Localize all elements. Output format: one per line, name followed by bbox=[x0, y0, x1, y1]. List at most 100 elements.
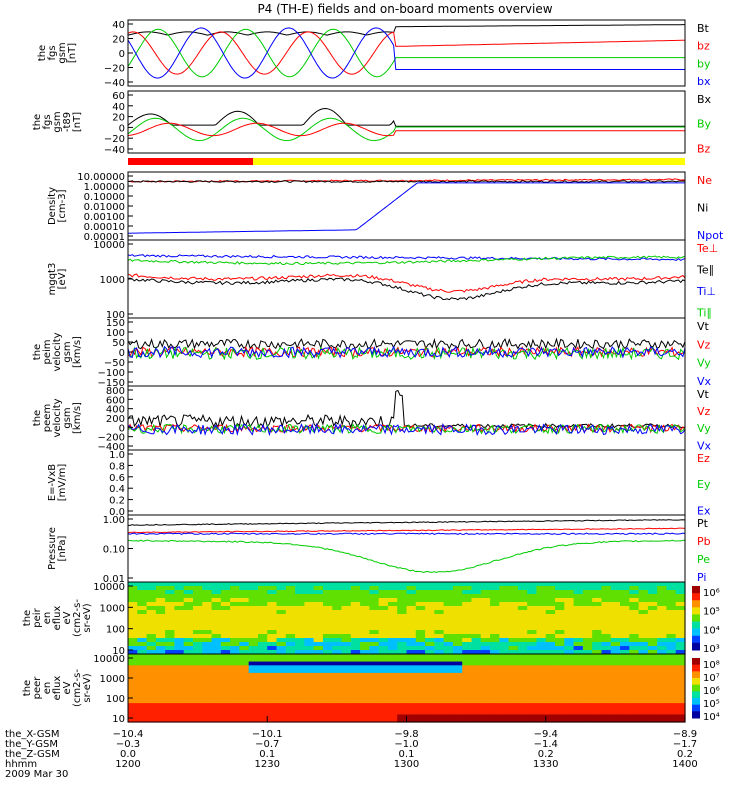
spectrogram-cell bbox=[480, 598, 491, 603]
spectrogram-cell bbox=[322, 661, 333, 666]
spectrogram-cell bbox=[490, 590, 500, 595]
spectrogram-cell bbox=[434, 714, 445, 719]
spectrogram-cell bbox=[582, 718, 593, 723]
spectrogram-cell bbox=[536, 699, 547, 704]
spectrogram-cell bbox=[313, 606, 324, 611]
spectrogram-cell bbox=[592, 586, 603, 591]
spectrogram-cell bbox=[285, 718, 296, 723]
spectrogram-cell bbox=[248, 626, 259, 631]
spectrogram-cell bbox=[285, 630, 296, 635]
legend-entry: Ti⊥ bbox=[696, 285, 716, 298]
legend-entry: bx bbox=[697, 75, 711, 88]
spectrogram-cell bbox=[137, 661, 148, 666]
spectrogram-cell bbox=[174, 614, 185, 619]
spectrogram-cell bbox=[295, 676, 305, 682]
spectrogram-cell bbox=[471, 714, 482, 719]
spectrogram-cell bbox=[499, 691, 510, 697]
spectrogram-cell bbox=[406, 718, 417, 723]
y-label-line: [km/s] bbox=[72, 336, 83, 368]
spectrogram-cell bbox=[350, 710, 361, 716]
spectrogram-cell bbox=[267, 650, 278, 655]
spectrogram-cell bbox=[360, 676, 370, 682]
spectrogram-cell bbox=[128, 676, 138, 682]
spectrogram-cell bbox=[267, 699, 278, 704]
spectrogram-cell bbox=[610, 602, 621, 607]
spectrogram-cell bbox=[452, 610, 463, 615]
spectrogram-cell bbox=[369, 714, 380, 719]
spectrogram-cell bbox=[248, 594, 259, 599]
spectrogram-cell bbox=[480, 582, 491, 587]
spectrogram-cell bbox=[545, 590, 556, 595]
spectrogram-cell bbox=[508, 672, 519, 678]
spectrogram-cell bbox=[276, 598, 287, 603]
spectrogram-cell bbox=[499, 703, 510, 708]
spectrogram-cell bbox=[508, 650, 519, 655]
spectrogram-cell bbox=[239, 710, 250, 716]
spectrogram-cell bbox=[183, 650, 194, 655]
y-tick-label: 0.10000 bbox=[84, 192, 125, 203]
spectrogram-cell bbox=[638, 606, 649, 611]
y-label-line: [km/s] bbox=[72, 402, 83, 434]
spectrogram-cell bbox=[480, 654, 491, 659]
spectrogram-cell bbox=[443, 606, 454, 611]
spectrogram-cell bbox=[536, 606, 547, 611]
spectrogram-cell bbox=[415, 665, 426, 670]
spectrogram-cell bbox=[527, 710, 538, 716]
spectrogram-cell bbox=[545, 684, 556, 689]
spectrogram-cell bbox=[295, 626, 305, 631]
spectrogram-cell bbox=[146, 710, 157, 716]
spectrogram-cell bbox=[304, 638, 315, 643]
spectrogram-cell bbox=[202, 650, 213, 655]
spectrogram-cell bbox=[527, 699, 538, 704]
y-tick-label: 10 bbox=[112, 646, 125, 657]
spectrogram-cell bbox=[248, 614, 259, 619]
spectrogram-cell bbox=[360, 654, 370, 659]
spectrogram-cell bbox=[285, 590, 296, 595]
spectrogram-cell bbox=[211, 691, 222, 697]
spectrogram-cell bbox=[369, 586, 380, 591]
spectrogram-cell bbox=[406, 650, 417, 655]
spectrogram-cell bbox=[638, 672, 649, 678]
spectrogram-cell bbox=[192, 614, 203, 619]
spectrogram-cell bbox=[620, 691, 630, 697]
spectrogram-cell bbox=[369, 665, 380, 670]
spectrogram-cell bbox=[248, 688, 259, 693]
spectrogram-cell bbox=[601, 614, 612, 619]
spectrogram-cell bbox=[183, 634, 194, 639]
spectrogram-cell bbox=[332, 657, 343, 663]
spectrogram-cell bbox=[322, 680, 333, 685]
y-tick-label: −50 bbox=[104, 358, 125, 369]
spectrogram-cell bbox=[341, 661, 352, 666]
spectrogram-cell bbox=[192, 594, 203, 599]
spectrogram-cell bbox=[295, 610, 305, 615]
spectrogram-cell bbox=[165, 706, 176, 712]
spectrogram-cell bbox=[490, 630, 500, 635]
spectrogram-cell bbox=[582, 654, 593, 659]
spectrogram-cell bbox=[239, 706, 250, 712]
spectrogram-cell bbox=[610, 699, 621, 704]
spectrogram-cell bbox=[378, 661, 389, 666]
spectrogram-cell bbox=[369, 626, 380, 631]
spectrogram-cell bbox=[545, 642, 556, 647]
spectrogram-cell bbox=[304, 657, 315, 663]
legend-entry: bz bbox=[697, 40, 710, 53]
spectrogram-cell bbox=[387, 714, 398, 719]
legend-entry: Ez bbox=[697, 452, 710, 465]
spectrogram-cell bbox=[397, 634, 408, 639]
spectrogram-cell bbox=[248, 703, 259, 708]
spectrogram-cell bbox=[462, 650, 473, 655]
spectrogram-cell bbox=[490, 634, 500, 639]
spectrogram-cell bbox=[230, 695, 240, 700]
spectrogram-cell bbox=[657, 618, 668, 623]
spectrogram-cell bbox=[155, 622, 166, 627]
spectrogram-cell bbox=[192, 626, 203, 631]
spectrogram-cell bbox=[257, 703, 268, 708]
spectrogram-cell bbox=[434, 586, 445, 591]
spectrogram-cell bbox=[452, 646, 463, 651]
spectrogram-cell bbox=[629, 680, 640, 685]
spectrogram-cell bbox=[304, 618, 315, 623]
spectrogram-cell bbox=[443, 634, 454, 639]
spectrogram-cell bbox=[276, 618, 287, 623]
spectrogram-cell bbox=[285, 626, 296, 631]
spectrogram-cell bbox=[248, 676, 259, 682]
